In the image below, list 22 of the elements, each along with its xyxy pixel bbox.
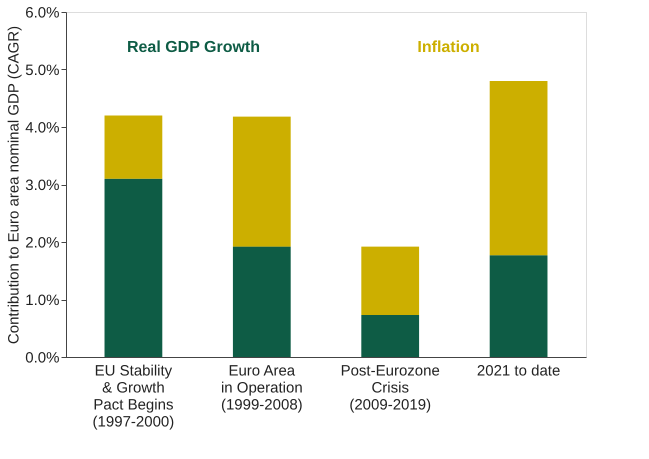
y-tick-label: 2.0% [25, 234, 60, 252]
y-tick-label: 1.0% [25, 292, 60, 309]
y-tick-label: 3.0% [25, 177, 60, 194]
y-tick-label: 4.0% [25, 120, 60, 136]
x-tick-label: Euro Area in Operation (1999-2008) [220, 362, 303, 414]
text: Real GDP Growth [126, 39, 260, 56]
bar [361, 315, 420, 357]
series-label: Inflation [417, 39, 480, 56]
bar [232, 116, 291, 247]
x-tick-label: EU Stability & Growth Pact Begins (1997-2000) [92, 362, 174, 430]
bar [490, 255, 548, 357]
bar [104, 178, 162, 357]
y-tick-label: 5.0% [25, 62, 60, 79]
x-tick-label: 2021 to date [476, 362, 560, 380]
bar [361, 246, 420, 316]
y-tick-label: 6.0% [25, 4, 60, 22]
bar [490, 81, 548, 256]
x-tick-label: Post-Eurozone Crisis (2009-2019) [340, 362, 440, 414]
bar [232, 246, 291, 357]
y-tick-label: 0.0% [25, 350, 60, 366]
y-axis-title: Contribution to Euro area nominal GDP (CAGR) [5, 26, 22, 344]
bar [104, 116, 162, 179]
